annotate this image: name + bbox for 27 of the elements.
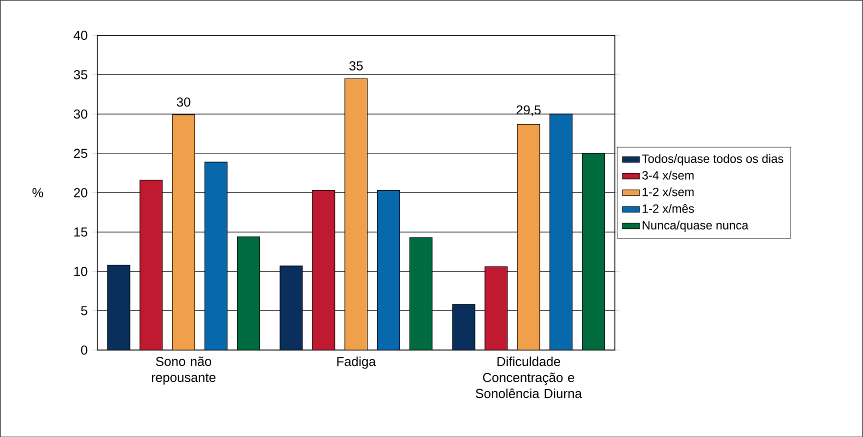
- x-tick-label: Dificuldade Concentração e Sonolência Diurna: [476, 356, 582, 398]
- bar: [204, 162, 228, 350]
- bar: [376, 190, 400, 350]
- y-tick-label: 40: [74, 30, 88, 40]
- y-tick-label: 0: [81, 345, 88, 354]
- bar: [140, 180, 163, 350]
- y-tick-label: 10: [74, 266, 88, 276]
- legend-label: Todos/quase todos os dias: [642, 154, 784, 166]
- y-tick-label: 20: [74, 188, 88, 198]
- legend-label: 3-4 x/sem: [642, 170, 694, 180]
- legend-label: Nunca/quase nunca: [642, 220, 748, 232]
- y-tick-label: 25: [74, 148, 88, 158]
- legend-label: 1-2 x/sem: [642, 187, 694, 196]
- y-tick-label: 30: [74, 109, 88, 118]
- annotation: 35: [349, 61, 363, 70]
- y-tick-label: 15: [74, 227, 88, 236]
- y-tick-label: 5: [81, 306, 88, 316]
- bar: [312, 190, 336, 350]
- legend-label: 1-2 x/mês: [642, 204, 694, 213]
- y-axis-title: %: [32, 188, 44, 198]
- x-tick-label: Fadiga: [337, 356, 376, 369]
- bar: [550, 114, 573, 350]
- annotation: 30: [176, 97, 190, 106]
- x-tick-label: Sono não repousante: [152, 356, 216, 384]
- bar: [484, 266, 508, 350]
- annotation: 29,5: [516, 105, 541, 116]
- y-tick-label: 35: [74, 70, 88, 80]
